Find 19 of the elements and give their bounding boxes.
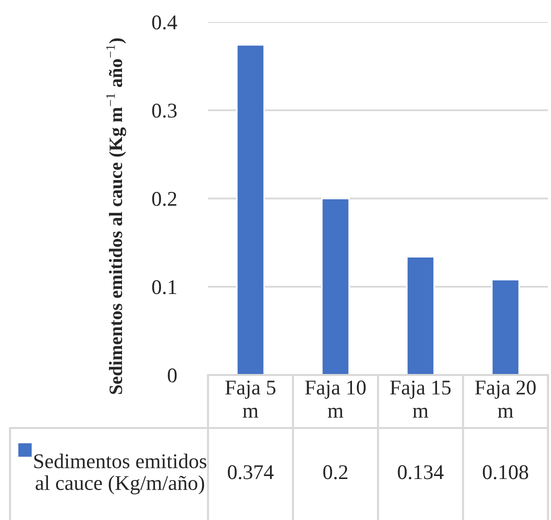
bar	[236, 44, 265, 375]
data-label: 0.2	[323, 465, 348, 480]
bar	[491, 278, 520, 375]
y-tick-label: 0.1	[152, 280, 176, 294]
data-label: 0.374	[228, 465, 274, 480]
x-tick-label: Faja 15 m	[390, 380, 451, 418]
x-tick-label: Faja 10 m	[305, 380, 366, 418]
data-label: 0.134	[398, 465, 444, 480]
y-tick-label: 0.3	[152, 104, 177, 118]
y-tick-label: 0.2	[152, 192, 176, 206]
y-tick-label: 0.4	[152, 15, 178, 30]
bar	[321, 198, 350, 375]
legend-label: Sedimentos emitidos al cauce (Kg/m/año)	[34, 454, 206, 494]
bar	[406, 256, 435, 375]
y-tick-label: 0	[168, 368, 177, 382]
x-tick-label: Faja 5 m	[225, 380, 276, 418]
x-tick-label: Faja 20 m	[475, 380, 536, 418]
y-axis-title: Sedimentos emitidos al cauce (Kg m$^{−1}$ año$^{−1}$)	[106, 38, 126, 394]
data-label: 0.108	[482, 465, 528, 480]
